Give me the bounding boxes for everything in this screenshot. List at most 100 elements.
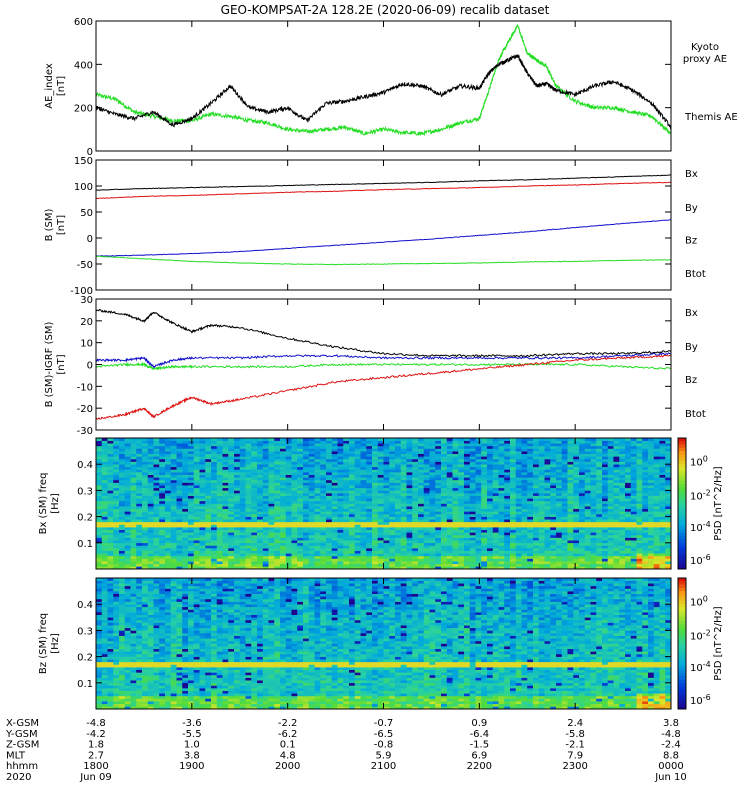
series-line-bdiff-by [95,361,672,371]
y-tick-label: 20 [80,317,93,328]
ephemeris-value: 2.4 [567,718,583,729]
y-tick-label: 0.2 [77,653,93,664]
ephemeris-value: -6.5 [374,729,394,740]
axes-frame [95,159,672,291]
y-tick-label: 10 [80,339,93,350]
y-tick-label: 0.4 [77,600,93,611]
y-axis-label: B (SM)-IGRF (SM) [44,322,55,408]
ephemeris-value: 1800 [83,761,108,772]
ephemeris-value: 3.8 [663,718,679,729]
series-line-ae-kyoto-proxy-ae [95,24,671,137]
ephemeris-row-label: hhmm [6,761,38,772]
ephemeris-value: -2.2 [278,718,298,729]
y-tick-label: 0.1 [77,679,93,690]
y-tick-label: 0 [87,361,93,372]
legend-entry: By [685,203,698,214]
ephemeris-value: -0.7 [374,718,394,729]
colorbar-tick-label: 10-4 [690,520,711,534]
legend-bdiff: Bx By Bz Btot [685,308,706,420]
ephemeris-value: 0.9 [471,718,487,729]
y-tick-label: 0 [87,234,93,245]
ephemeris-value: -6.4 [470,729,490,740]
series-line-bdiff-bx [95,352,672,369]
ephemeris-value: -5.8 [565,729,585,740]
ephemeris-value: 0.1 [280,740,296,751]
y-axis-label: Bx (SM) freq [38,473,49,535]
colorbar-tick-label: 10-2 [690,629,711,643]
y-axis-label: [Hz] [50,633,61,654]
ephemeris-value: -6.2 [278,729,298,740]
y-tick-label: 100 [74,182,93,193]
ephemeris-value: 2300 [562,761,587,772]
panel-bx-spec: 100 10-2 10-4 10-6 PSD [nT^2/Hz] 0.1 0.2 0.3 0.4… [38,437,724,570]
y-tick-label: 0.1 [77,539,93,550]
colorbar-bz-spec: 100 10-2 10-4 10-6 PSD [nT^2/Hz] [677,577,724,710]
colorbar-tick-label: 10-4 [690,660,711,674]
legend-entry: Btot [685,269,706,280]
legend-bsm: Bx By Bz Btot [685,169,706,280]
y-tick-label: 0.2 [77,513,93,524]
ephemeris-row-label: MLT [6,750,26,761]
y-tick-label: -20 [77,404,93,415]
y-tick-label: 30 [80,295,93,306]
y-axis-label: [nT] [56,354,67,374]
ephemeris-value: -2.1 [565,740,585,751]
legend-entry: Btot [685,409,706,420]
series-line-bsm-bz [95,181,671,200]
y-tick-label: 150 [74,156,93,167]
legend-entry: Kyoto [691,42,719,53]
series-line-bdiff-btot [95,308,672,358]
y-axis-label: B (SM) [44,208,55,241]
ephemeris-value: 8.8 [663,750,679,761]
ephemeris-row-label: 2020 [6,772,31,783]
colorbar-bx-spec: 100 10-2 10-4 10-6 PSD [nT^2/Hz] [677,437,724,570]
y-axis-label: Bz (SM) freq [38,613,49,674]
panel-bz-spec: 100 10-2 10-4 10-6 PSD [nT^2/Hz] 0.1 0.2 0.3 0.4… [38,577,724,710]
y-tick-label: 0.3 [77,486,93,497]
colorbar-label: PSD [nT^2/Hz] [713,466,724,540]
ephemeris-value: 2.7 [88,750,104,761]
colorbar-tick-label: 100 [690,595,708,609]
ephemeris-value: 0000 [658,761,683,772]
ephemeris-value: Jun 09 [79,772,112,783]
y-tick-label: 0 [87,147,93,158]
legend-entry: By [685,342,698,353]
ephemeris-row-label: X-GSM [6,718,39,729]
series-line-ae-themis-ae [95,54,672,130]
ephemeris-row-label: Y-GSM [5,729,38,740]
series-line-bsm-by [95,255,671,266]
chart-title: GEO-KOMPSAT-2A 128.2E (2020-06-09) recal… [221,3,550,17]
ephemeris-value: 2200 [467,761,492,772]
series-line-bsm-btot [95,174,672,191]
ephemeris-value: Jun 10 [654,772,687,783]
ephemeris-value: 2000 [275,761,300,772]
series-line-bsm-bx [95,219,672,257]
y-axis-label: [nT] [56,215,67,235]
panel-bsm: Bx By Bz Btot -100 -50 0 50 100 150 B (SM) [nT] [44,156,706,297]
ephemeris-value: 4.8 [280,750,296,761]
ephemeris-value: -2.4 [661,740,681,751]
ephemeris-value: -1.5 [470,740,490,751]
y-tick-label: 200 [74,104,93,115]
ephemeris-value: 1.0 [184,740,200,751]
ephemeris-value: -0.8 [374,740,394,751]
ephemeris-value: -5.5 [182,729,202,740]
legend-entry: Bz [685,235,697,246]
legend-entry: Bx [685,308,698,319]
ephemeris-value: 7.9 [567,750,583,761]
ephemeris-value: -4.2 [86,729,106,740]
y-tick-label: -30 [77,426,93,437]
colorbar-tick-label: 10-2 [690,489,711,503]
ephemeris-value: 3.8 [184,750,200,761]
ephemeris-row-label: Z-GSM [6,740,39,751]
spectrogram-bx-spec [96,438,672,570]
ephemeris-value: -4.8 [661,729,681,740]
y-tick-label: 0.3 [77,626,93,637]
y-axis-label: AE_index [44,63,55,109]
y-tick-label: 0.4 [77,460,93,471]
y-tick-label: 600 [74,17,93,28]
legend-entry: Themis AE [684,112,738,123]
ephemeris-value: 2100 [371,761,396,772]
